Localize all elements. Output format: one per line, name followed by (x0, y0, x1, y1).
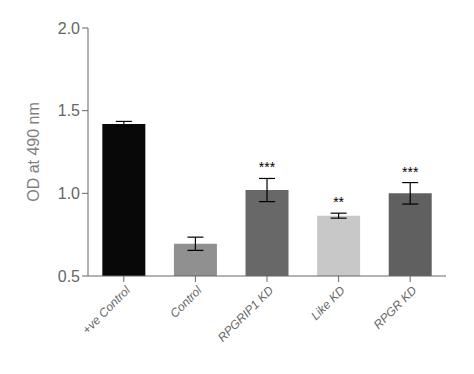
svg-text:OD at 490 nm: OD at 490 nm (25, 102, 42, 202)
svg-text:Control: Control (167, 283, 204, 320)
svg-text:RPGR KD: RPGR KD (371, 283, 420, 332)
svg-text:Like KD: Like KD (308, 283, 348, 323)
svg-text:+ve Control: +ve Control (79, 283, 133, 337)
svg-text:**: ** (333, 194, 344, 210)
svg-text:0.5: 0.5 (58, 268, 80, 285)
svg-text:2.0: 2.0 (58, 20, 80, 37)
svg-text:1.5: 1.5 (58, 102, 80, 119)
svg-text:1.0: 1.0 (58, 185, 80, 202)
svg-text:***: *** (402, 164, 419, 180)
svg-text:***: *** (259, 159, 276, 175)
svg-text:RPGRIP1 KD: RPGRIP1 KD (215, 283, 277, 345)
